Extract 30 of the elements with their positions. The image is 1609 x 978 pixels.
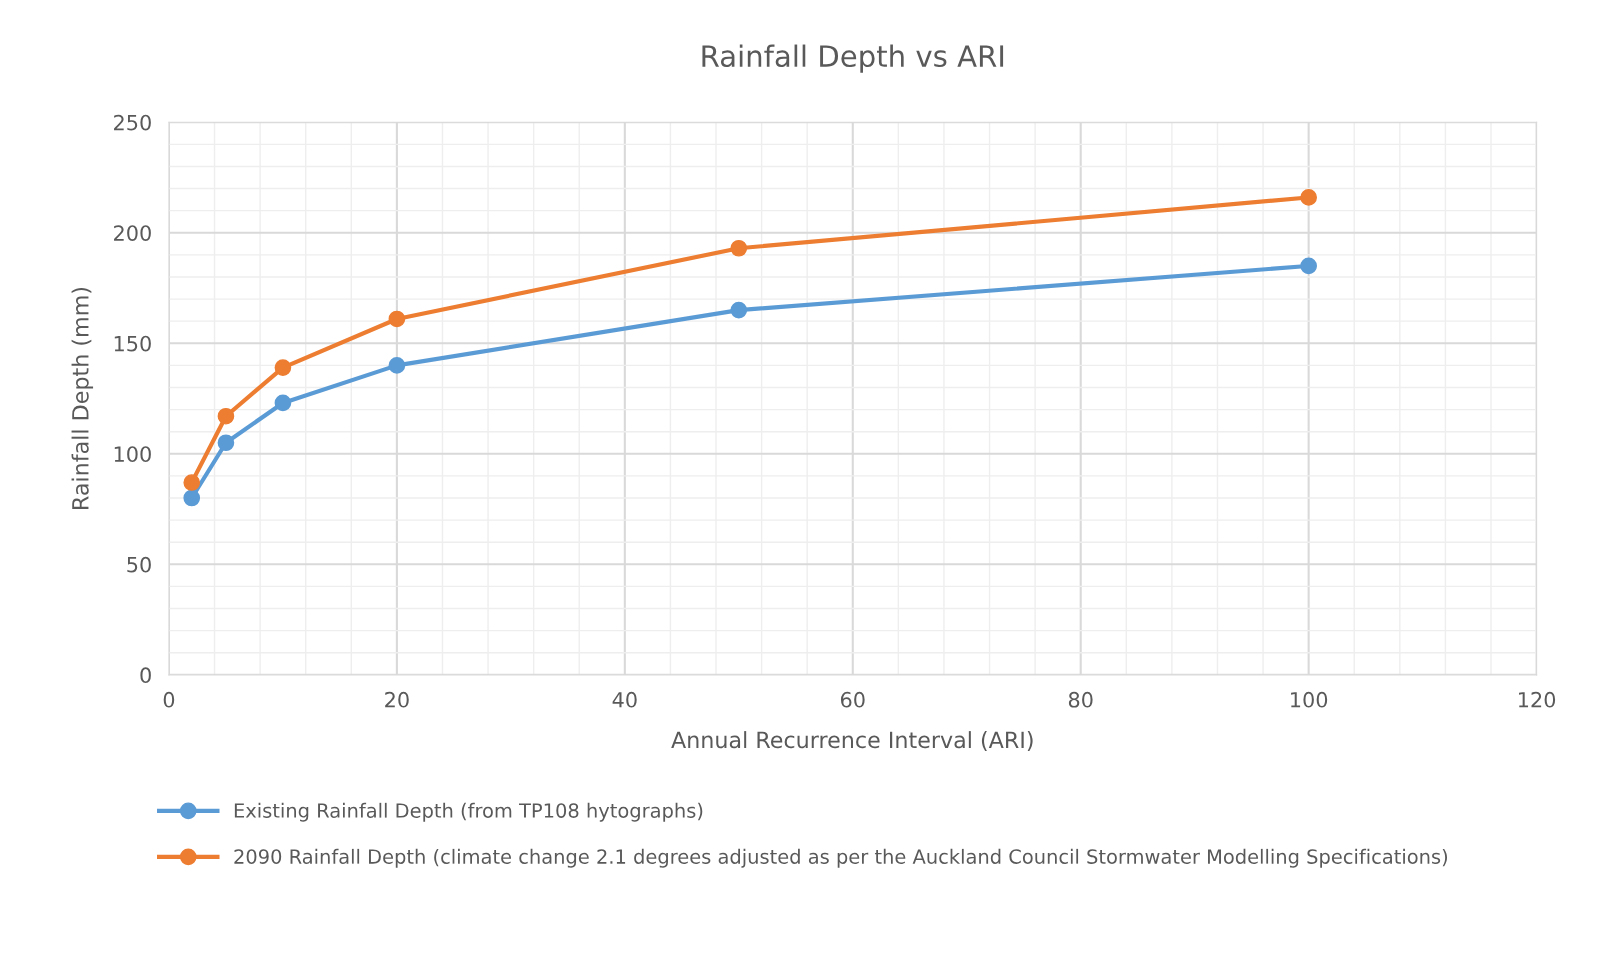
- point: [217, 434, 235, 452]
- point: [183, 489, 201, 507]
- x-tick-label: 20: [385, 691, 409, 708]
- y-tick-label: 150: [114, 335, 151, 352]
- x-tick-label: 60: [840, 691, 865, 708]
- y-tick-label: 50: [127, 556, 151, 573]
- y-axis-title: Rainfall Depth (mm): [71, 287, 94, 509]
- y-tick-label: 100: [114, 446, 151, 462]
- point: [274, 359, 292, 376]
- x-tick-label: 80: [1068, 691, 1093, 708]
- x-tick-label: 120: [1519, 691, 1556, 708]
- point: [388, 357, 406, 374]
- x-tick-label: 0: [163, 691, 175, 708]
- point: [730, 301, 748, 319]
- point: [730, 239, 748, 257]
- point: [1300, 189, 1317, 206]
- point: [1300, 257, 1317, 275]
- point: [388, 310, 406, 328]
- y-tick-label: 0: [140, 667, 151, 684]
- x-tick-label: 100: [1291, 691, 1328, 708]
- point: [274, 394, 292, 412]
- x-tick-label: 40: [612, 691, 637, 708]
- point: [217, 407, 235, 425]
- y-tick-label: 200: [114, 225, 151, 241]
- x-axis-title: Annual Recurrence Interval (ARI): [671, 731, 1033, 751]
- chart-title: Rainfall Depth vs ARI: [702, 44, 1004, 73]
- point: [183, 474, 201, 491]
- legend-label: 2090 Rainfall Depth (climate change 2.1 degrees adjusted as per the Auckland Council Stormwater Modelling Specifications): [234, 848, 1448, 868]
- legend-label: Existing Rainfall Depth (from TP108 hytographs): [234, 802, 703, 822]
- y-tick-label: 250: [114, 114, 151, 131]
